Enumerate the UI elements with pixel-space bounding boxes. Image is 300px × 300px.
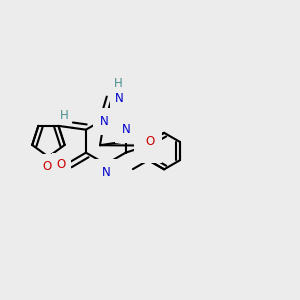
Text: H: H (60, 110, 68, 122)
Text: H: H (114, 77, 123, 90)
Text: N: N (115, 92, 124, 105)
Text: N: N (101, 166, 110, 178)
Text: O: O (57, 158, 66, 171)
Text: O: O (42, 160, 52, 173)
Text: N: N (100, 115, 109, 128)
Text: O: O (146, 135, 154, 148)
Text: N: N (122, 123, 131, 136)
Text: S: S (144, 140, 152, 153)
